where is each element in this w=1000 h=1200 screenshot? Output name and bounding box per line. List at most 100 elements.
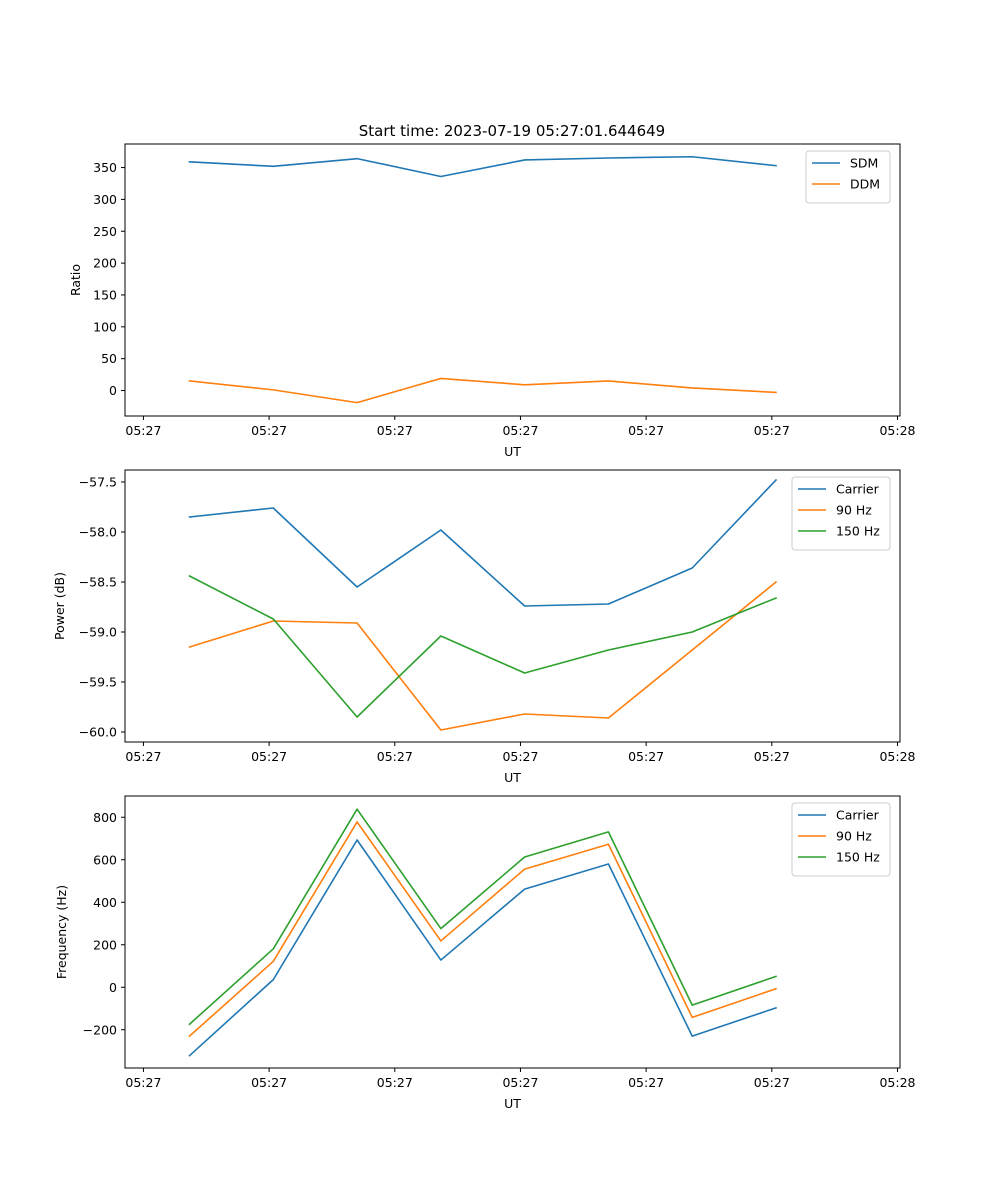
data-point-90-hz-6 — [606, 842, 611, 847]
data-point-150-hz-7 — [690, 630, 695, 635]
axes-frame — [124, 795, 901, 1069]
data-point-150-hz-1 — [187, 1022, 192, 1027]
data-point-sdm-8 — [774, 163, 779, 168]
x-tick-label: 05:27 — [125, 749, 161, 764]
data-point-carrier-1 — [187, 1053, 192, 1058]
x-tick-label: 05:27 — [502, 749, 538, 764]
data-point-ddm-3 — [355, 400, 360, 405]
y-tick-label: −200 — [83, 1022, 117, 1037]
data-point-150-hz-6 — [606, 829, 611, 834]
data-point-carrier-2 — [271, 977, 276, 982]
x-tick-label: 05:27 — [628, 749, 664, 764]
legend-label: SDM — [850, 156, 878, 171]
data-point-ddm-8 — [774, 390, 779, 395]
y-tick-label: 100 — [93, 319, 117, 334]
subplot-2: 05:27 05:27 05:27 05:27 05:27 05:27 05:28 −60.0… — [52, 469, 916, 785]
data-point-90-hz-4 — [438, 728, 443, 733]
y-tick-label: 250 — [93, 224, 117, 239]
series-line-carrier — [188, 839, 778, 1057]
series-line-150-hz — [188, 574, 778, 718]
data-point-90-hz-5 — [522, 867, 527, 872]
data-point-ddm-2 — [271, 387, 276, 392]
legend: Carrier 90 Hz 150 Hz — [791, 802, 891, 877]
y-axis-label: Frequency (Hz) — [54, 885, 69, 979]
data-point-sdm-1 — [187, 159, 192, 164]
data-point-ddm-7 — [690, 385, 695, 390]
x-tick-label: 05:27 — [125, 1075, 161, 1090]
x-axis-label: UT — [504, 444, 521, 459]
data-point-150-hz-6 — [606, 648, 611, 653]
figure-title: Start time: 2023-07-19 05:27:01.644649 — [359, 122, 665, 140]
series-line-150-hz — [188, 808, 778, 1026]
data-point-150-hz-3 — [355, 807, 360, 812]
data-point-sdm-4 — [438, 174, 443, 179]
x-axis-label: UT — [504, 770, 521, 785]
y-tick-label: 800 — [93, 810, 117, 825]
legend-label: 90 Hz — [836, 503, 872, 518]
legend-label: 150 Hz — [836, 524, 880, 539]
data-point-150-hz-4 — [438, 926, 443, 931]
y-tick-label: −58.5 — [79, 575, 117, 590]
y-tick-label: −60.0 — [79, 725, 117, 740]
y-tick-label: 400 — [93, 895, 117, 910]
data-point-90-hz-4 — [438, 938, 443, 943]
subplot-3: 05:27 05:27 05:27 05:27 05:27 05:27 05:28 −200 0… — [54, 795, 916, 1111]
y-tick-label: −58.0 — [79, 525, 117, 540]
data-point-ddm-1 — [187, 378, 192, 383]
data-point-sdm-3 — [355, 156, 360, 161]
data-point-150-hz-2 — [271, 946, 276, 951]
data-point-carrier-7 — [690, 566, 695, 571]
data-point-150-hz-1 — [187, 574, 192, 579]
data-point-90-hz-1 — [187, 1034, 192, 1039]
data-point-150-hz-5 — [522, 854, 527, 859]
y-axis-label: Power (dB) — [52, 572, 67, 640]
legend-label: 150 Hz — [836, 850, 880, 865]
legend: Carrier 90 Hz 150 Hz — [791, 476, 891, 551]
subplot-1: 05:27 05:27 05:27 05:27 05:27 05:27 05:28 0 50 10… — [68, 143, 916, 459]
legend: SDM DDM — [805, 150, 891, 204]
series-line-90-hz — [188, 580, 778, 731]
legend-label: 90 Hz — [836, 829, 872, 844]
legend-label: DDM — [850, 177, 880, 192]
data-point-90-hz-8 — [774, 580, 779, 585]
x-tick-label: 05:27 — [251, 1075, 287, 1090]
data-point-150-hz-3 — [355, 715, 360, 720]
data-point-carrier-4 — [438, 528, 443, 533]
axes-frame — [124, 143, 901, 417]
data-point-150-hz-8 — [774, 596, 779, 601]
data-point-carrier-5 — [522, 604, 527, 609]
data-point-sdm-5 — [522, 157, 527, 162]
series-line-90-hz — [188, 821, 778, 1038]
x-tick-label: 05:27 — [125, 423, 161, 438]
y-tick-label: 200 — [93, 256, 117, 271]
data-point-carrier-2 — [271, 506, 276, 511]
data-point-sdm-7 — [690, 154, 695, 159]
data-point-90-hz-7 — [690, 648, 695, 653]
data-point-150-hz-2 — [271, 617, 276, 622]
x-tick-label: 05:28 — [879, 749, 915, 764]
data-point-90-hz-3 — [355, 621, 360, 626]
legend-box — [805, 150, 891, 204]
data-point-carrier-3 — [355, 837, 360, 842]
data-point-carrier-6 — [606, 602, 611, 607]
x-tick-label: 05:27 — [754, 749, 790, 764]
legend-label: Carrier — [836, 482, 880, 497]
data-point-150-hz-4 — [438, 634, 443, 639]
y-tick-label: 350 — [93, 160, 117, 175]
axes-frame — [124, 469, 901, 743]
series-line-sdm — [188, 155, 777, 178]
x-tick-label: 05:27 — [754, 423, 790, 438]
x-tick-label: 05:27 — [754, 1075, 790, 1090]
data-point-150-hz-8 — [774, 974, 779, 979]
y-tick-label: −57.5 — [79, 475, 117, 490]
x-axis-label: UT — [504, 1096, 521, 1111]
x-tick-label: 05:27 — [628, 423, 664, 438]
data-point-carrier-8 — [774, 478, 779, 483]
x-tick-label: 05:27 — [251, 749, 287, 764]
y-tick-label: −59.5 — [79, 675, 117, 690]
y-tick-label: −59.0 — [79, 625, 117, 640]
y-axis-label: Ratio — [68, 264, 83, 296]
data-point-sdm-6 — [606, 156, 611, 161]
y-tick-label: 150 — [93, 287, 117, 302]
x-tick-label: 05:27 — [628, 1075, 664, 1090]
